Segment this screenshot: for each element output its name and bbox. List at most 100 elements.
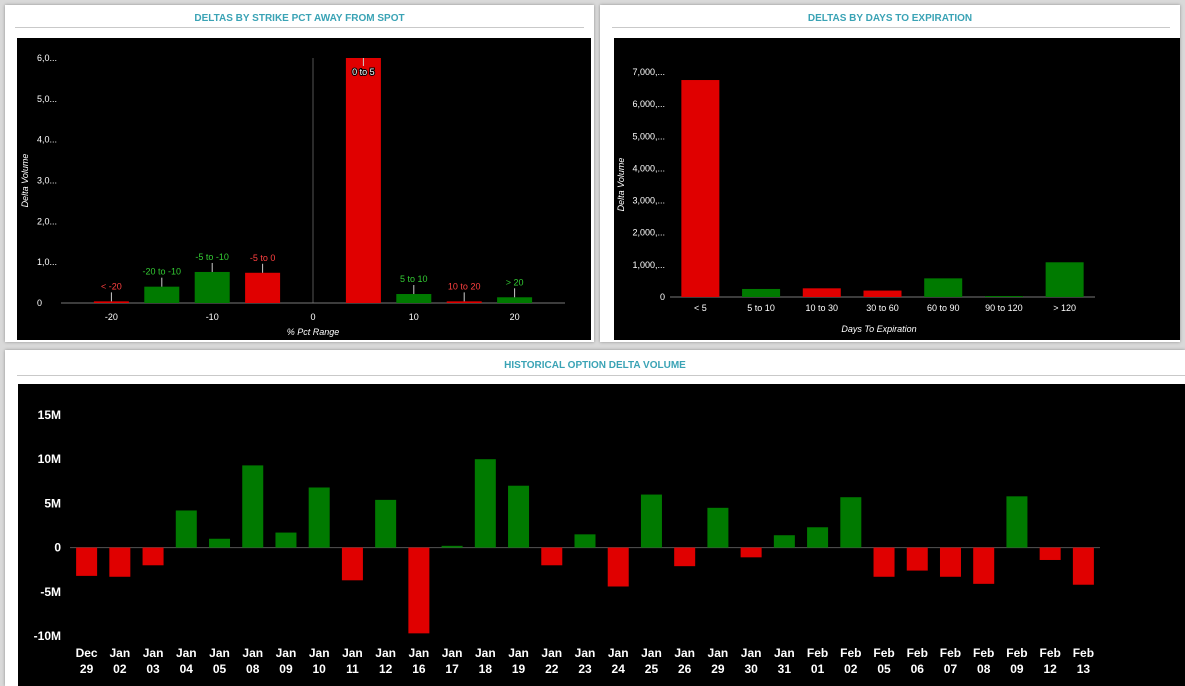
bar [640,494,662,548]
bar [607,547,629,587]
data-label: > 20 [506,277,524,287]
x-tick-label-month: Jan [143,646,164,660]
y-tick-label: 15M [38,408,61,422]
bar [209,538,231,548]
x-tick-label-day: 02 [113,662,127,676]
strike-pct-chart: 0 1,0... 2,0... 3,0... 4,0... 5,0... 6,0... Del… [17,38,591,340]
days-to-expiration-panel-title: DELTAS BY DAYS TO EXPIRATION [807,13,973,24]
y-tick-label: 0 [37,298,42,308]
bar [773,535,795,548]
bar [375,499,397,548]
bar [1039,547,1061,560]
x-tick-label-month: Jan [276,646,297,660]
bar [142,547,164,566]
bar [840,497,862,548]
bar [76,547,98,576]
days-to-expiration-chart: 0 1,000,... 2,000,... 3,000,... 4,000,... 5,0… [614,38,1180,340]
x-tick-label: 10 [409,312,419,322]
bar [674,547,696,567]
bar [1072,547,1094,585]
x-tick-label-month: Jan [508,646,529,660]
x-tick-label-day: 12 [1043,662,1057,676]
x-tick-label-month: Feb [840,646,861,660]
x-tick-label-day: 29 [711,662,725,676]
y-tick-label: 2,000,... [632,228,665,238]
x-tick-label-day: 10 [313,662,327,676]
bar [341,547,363,581]
x-axis-label: % Pct Range [287,327,340,337]
x-tick-label: 5 to 10 [747,303,775,313]
bar [175,510,197,548]
data-label: 0 to 5 [352,67,375,77]
x-tick-label: -20 [105,312,118,322]
data-label: < -20 [101,281,122,291]
bar [441,545,463,548]
x-tick-label-month: Jan [575,646,596,660]
x-tick-label-month: Jan [674,646,695,660]
data-label: -5 to 0 [250,253,276,263]
y-tick-label: 0 [660,292,665,302]
x-tick-label-day: 13 [1077,662,1091,676]
bar [93,301,129,303]
x-tick-label-day: 08 [977,662,991,676]
title-divider [612,27,1170,28]
bar [508,485,530,548]
x-tick-label-day: 17 [445,662,459,676]
data-label: -5 to -10 [195,252,229,262]
bar [345,58,381,303]
x-tick-label-month: Jan [774,646,795,660]
bar [144,286,180,303]
x-tick-label: -10 [206,312,219,322]
x-tick-label-day: 25 [645,662,659,676]
x-tick-label-day: 03 [146,662,160,676]
y-tick-label: 10M [38,452,61,466]
x-tick-label-month: Jan [309,646,330,660]
x-tick-label-day: 04 [180,662,194,676]
strike-pct-chart-svg: 0 1,0... 2,0... 3,0... 4,0... 5,0... 6,0... Del… [20,53,565,337]
x-tick-label-month: Jan [608,646,629,660]
x-axis-label: Days To Expiration [841,324,916,334]
title-divider [17,375,1185,376]
bar [275,532,297,548]
x-tick-label-month: Feb [873,646,894,660]
x-tick-label-month: Jan [342,646,363,660]
x-tick-label-month: Jan [109,646,130,660]
x-tick-label-month: Jan [209,646,230,660]
historical-delta-chart: -10M -5M 0 5M 10M 15M Dec 29 Jan 02 Jan 03 Jan 04 Jan 0… [18,384,1185,686]
x-tick-label-day: 09 [1010,662,1024,676]
bar [807,527,829,548]
bar [574,534,596,548]
x-tick-label-day: 22 [545,662,559,676]
y-tick-label: 4,0... [37,135,57,145]
bar [396,294,432,303]
data-label: -20 to -10 [143,267,182,277]
x-tick-label-day: 18 [479,662,493,676]
x-tick-label-day: 05 [213,662,227,676]
y-tick-label: 4,000,... [632,163,665,173]
bar [742,288,781,297]
historical-delta-panel: HISTORICAL OPTION DELTA VOLUME -10M -5M 0 5… [5,350,1185,686]
y-tick-label: -10M [34,629,61,643]
x-tick-label-month: Feb [1073,646,1094,660]
bar [681,80,720,298]
x-tick-label-day: 12 [379,662,393,676]
bar [924,278,963,297]
y-tick-label: 5,000,... [632,131,665,141]
x-tick-label-day: 29 [80,662,94,676]
y-tick-label: 6,000,... [632,99,665,109]
days-to-expiration-chart-svg: 0 1,000,... 2,000,... 3,000,... 4,000,... 5,0… [616,67,1095,334]
x-tick-label-month: Jan [242,646,263,660]
bar [308,487,330,548]
x-tick-label-month: Feb [1039,646,1060,660]
y-tick-label: 7,000,... [632,67,665,77]
y-tick-label: 5M [44,496,61,510]
x-tick-label: 10 to 30 [806,303,839,313]
x-tick-label-day: 31 [778,662,792,676]
x-tick-label-day: 30 [744,662,758,676]
bar [984,296,1023,297]
days-to-expiration-panel: DELTAS BY DAYS TO EXPIRATION 0 1,000,... 2… [600,5,1180,342]
bar [1045,262,1084,297]
historical-delta-chart-svg: -10M -5M 0 5M 10M 15M Dec 29 Jan 02 Jan 03 Jan 04 Jan 0… [34,408,1100,676]
x-tick-label-month: Jan [741,646,762,660]
x-tick-label-month: Jan [541,646,562,660]
